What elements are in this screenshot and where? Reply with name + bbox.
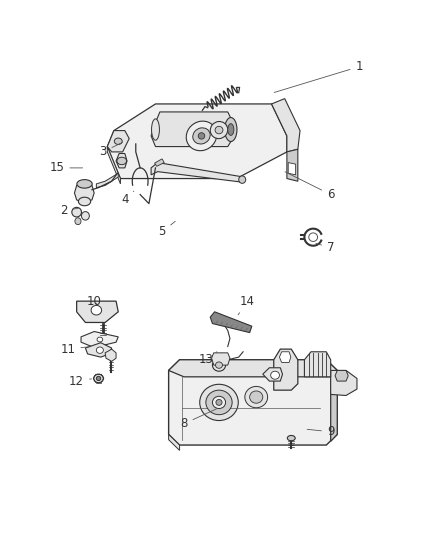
Polygon shape (155, 159, 164, 166)
Polygon shape (212, 353, 230, 365)
Ellipse shape (81, 212, 89, 220)
Ellipse shape (228, 124, 234, 135)
Polygon shape (331, 370, 357, 395)
Ellipse shape (225, 118, 237, 142)
Ellipse shape (212, 397, 226, 408)
Ellipse shape (152, 119, 159, 140)
Polygon shape (81, 332, 118, 348)
Polygon shape (105, 349, 116, 361)
Text: 6: 6 (285, 172, 335, 201)
Ellipse shape (215, 362, 223, 368)
Polygon shape (263, 368, 283, 381)
Polygon shape (107, 104, 287, 179)
Ellipse shape (96, 347, 103, 353)
Text: 13: 13 (198, 352, 217, 366)
Polygon shape (151, 163, 243, 182)
Polygon shape (274, 349, 298, 390)
Polygon shape (107, 131, 129, 152)
Polygon shape (304, 352, 331, 377)
Ellipse shape (212, 359, 226, 371)
Polygon shape (169, 360, 337, 377)
Polygon shape (151, 112, 234, 147)
Ellipse shape (114, 138, 122, 144)
Polygon shape (96, 173, 118, 188)
Polygon shape (287, 149, 298, 181)
Text: 12: 12 (69, 375, 92, 387)
Ellipse shape (239, 176, 246, 183)
Polygon shape (116, 154, 127, 168)
Ellipse shape (96, 376, 101, 381)
Ellipse shape (250, 391, 263, 403)
Text: 7: 7 (316, 241, 335, 254)
Polygon shape (331, 370, 337, 441)
Ellipse shape (193, 128, 210, 144)
Polygon shape (169, 360, 337, 445)
Polygon shape (279, 352, 291, 362)
Text: 15: 15 (49, 161, 83, 174)
Ellipse shape (94, 374, 103, 383)
Ellipse shape (206, 390, 232, 415)
Ellipse shape (186, 121, 217, 151)
Polygon shape (210, 312, 252, 333)
Ellipse shape (117, 157, 127, 165)
Ellipse shape (198, 133, 205, 139)
Polygon shape (74, 182, 94, 203)
Ellipse shape (216, 400, 222, 405)
Text: 14: 14 (238, 295, 255, 315)
Text: 4: 4 (121, 191, 134, 206)
Ellipse shape (215, 126, 223, 134)
Polygon shape (272, 99, 300, 152)
Polygon shape (288, 163, 296, 175)
Text: 9: 9 (307, 425, 335, 438)
Ellipse shape (97, 337, 102, 342)
Ellipse shape (75, 217, 81, 225)
Polygon shape (77, 301, 118, 322)
Text: 10: 10 (87, 295, 102, 308)
Polygon shape (107, 147, 120, 184)
Ellipse shape (210, 122, 228, 139)
Ellipse shape (271, 371, 279, 379)
Polygon shape (335, 370, 348, 381)
Text: 2: 2 (60, 204, 78, 217)
Text: 11: 11 (60, 343, 89, 356)
Text: 1: 1 (274, 60, 363, 92)
Text: 5: 5 (159, 221, 175, 238)
Ellipse shape (72, 207, 81, 217)
Text: 8: 8 (180, 409, 216, 430)
Ellipse shape (78, 197, 91, 206)
Ellipse shape (245, 386, 268, 408)
Polygon shape (169, 434, 180, 450)
Polygon shape (85, 343, 112, 357)
Ellipse shape (287, 435, 295, 441)
Ellipse shape (77, 180, 92, 188)
Text: 3: 3 (99, 142, 122, 158)
Ellipse shape (200, 384, 238, 421)
Ellipse shape (91, 305, 102, 315)
